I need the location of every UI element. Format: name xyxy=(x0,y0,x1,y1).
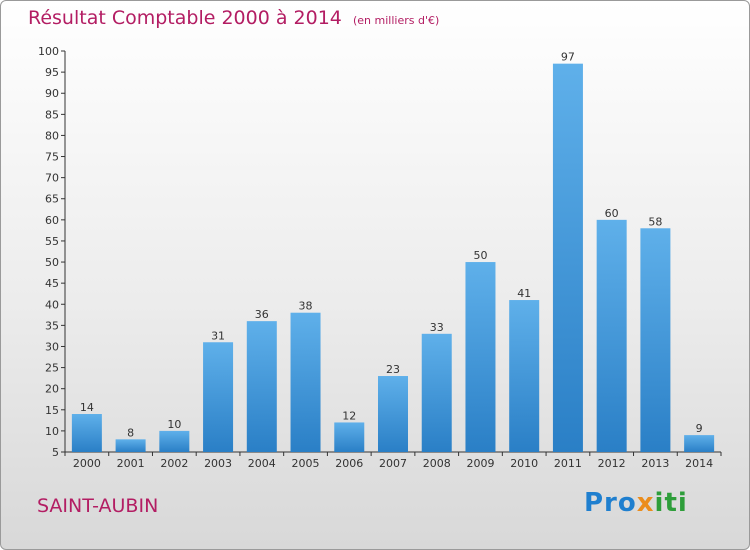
bar-2000 xyxy=(71,414,102,452)
y-tick-label: 95 xyxy=(45,66,59,79)
bar-2014 xyxy=(684,435,715,452)
data-label-2003: 31 xyxy=(211,329,225,342)
data-label-2001: 8 xyxy=(127,426,134,439)
data-label-2010: 41 xyxy=(517,287,531,300)
bar-2011 xyxy=(552,63,583,453)
x-tick-label: 2003 xyxy=(204,457,232,470)
x-tick-label: 2007 xyxy=(379,457,407,470)
logo-part-2: x xyxy=(636,488,655,518)
data-labels: 14 8 10 31 36 38 12 23 33 50 41 97 60 58 9 xyxy=(80,51,703,440)
data-label-2006: 12 xyxy=(342,409,356,422)
logo-part-1: Pro xyxy=(584,488,637,518)
y-tick-label: 80 xyxy=(45,129,59,142)
data-label-2013: 58 xyxy=(648,215,662,228)
x-tick-label: 2011 xyxy=(554,457,582,470)
x-tick-label: 2014 xyxy=(685,457,713,470)
bar-2003 xyxy=(203,342,234,452)
data-label-2009: 50 xyxy=(473,249,487,262)
bar-2004 xyxy=(246,321,277,452)
y-tick-label: 25 xyxy=(45,362,59,375)
data-label-2014: 9 xyxy=(696,422,703,435)
bar-2001 xyxy=(115,439,146,452)
x-tick-label: 2005 xyxy=(292,457,320,470)
y-tick-label: 60 xyxy=(45,214,59,227)
bar-2012 xyxy=(596,219,627,452)
y-tick-label: 90 xyxy=(45,87,59,100)
bar-2010 xyxy=(509,300,540,452)
chart-subtitle: (en milliers d'€) xyxy=(352,14,440,27)
proxiti-logo[interactable]: Proxiti xyxy=(584,488,688,518)
x-tick-label: 2004 xyxy=(248,457,276,470)
y-tick-label: 15 xyxy=(45,404,59,417)
data-label-2007: 23 xyxy=(386,363,400,376)
x-tick-label: 2000 xyxy=(73,457,101,470)
y-tick-label: 30 xyxy=(45,340,59,353)
bar-2008 xyxy=(421,333,452,452)
y-tick-label: 5 xyxy=(52,446,59,459)
x-tick-label: 2001 xyxy=(117,457,145,470)
data-label-2008: 33 xyxy=(430,321,444,334)
place-name: SAINT-AUBIN xyxy=(37,495,159,517)
y-tick-label: 65 xyxy=(45,193,59,206)
data-label-2005: 38 xyxy=(299,300,313,313)
y-tick-label: 55 xyxy=(45,235,59,248)
x-tick-label: 2006 xyxy=(335,457,363,470)
data-label-2002: 10 xyxy=(167,418,181,431)
x-tick-label: 2009 xyxy=(466,457,494,470)
y-tick-label: 100 xyxy=(38,45,59,58)
x-tick-label: 2012 xyxy=(598,457,626,470)
y-tick-label: 85 xyxy=(45,108,59,121)
data-label-2012: 60 xyxy=(605,207,619,220)
bar-2002 xyxy=(159,430,190,452)
logo-part-3: iti xyxy=(654,488,688,518)
y-tick-label: 35 xyxy=(45,319,59,332)
x-tick-label: 2002 xyxy=(160,457,188,470)
y-tick-label: 45 xyxy=(45,277,59,290)
x-tick-label: 2010 xyxy=(510,457,538,470)
data-label-2000: 14 xyxy=(80,401,94,414)
chart-title: Résultat Comptable 2000 à 2014 xyxy=(28,7,342,29)
bars xyxy=(71,63,715,453)
bar-2009 xyxy=(465,262,496,452)
x-tick-label: 2013 xyxy=(641,457,669,470)
chart-title-block: Résultat Comptable 2000 à 2014 (en milli… xyxy=(28,7,439,29)
y-tick-label: 75 xyxy=(45,151,59,164)
y-tick-label: 40 xyxy=(45,298,59,311)
data-label-2004: 36 xyxy=(255,308,269,321)
y-tick-label: 10 xyxy=(45,425,59,438)
data-label-2011: 97 xyxy=(561,51,575,64)
y-tick-label: 70 xyxy=(45,172,59,185)
y-tick-label: 20 xyxy=(45,383,59,396)
y-tick-label: 50 xyxy=(45,256,59,269)
x-tick-label: 2008 xyxy=(423,457,451,470)
bar-2013 xyxy=(640,228,671,452)
bar-2006 xyxy=(334,422,365,452)
bar-2005 xyxy=(290,312,321,452)
bar-2007 xyxy=(378,376,408,452)
